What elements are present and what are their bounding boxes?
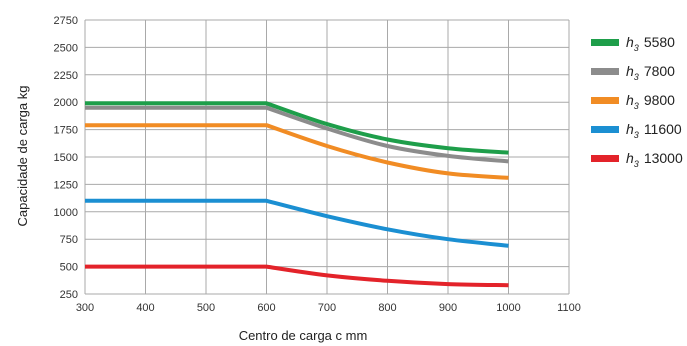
series-line-h3-9800 — [85, 123, 509, 180]
x-tick-label: 1100 — [557, 302, 581, 314]
y-tick-label: 500 — [60, 262, 78, 274]
y-tick-label: 2750 — [54, 15, 78, 27]
legend-swatch — [591, 97, 619, 104]
legend-swatch — [591, 39, 619, 46]
y-tick-label: 1750 — [54, 125, 78, 137]
y-tick-label: 2250 — [54, 70, 78, 82]
legend-swatch — [591, 68, 619, 75]
x-axis-label: Centro de carga c mm — [239, 328, 368, 343]
y-tick-label: 750 — [60, 234, 78, 246]
y-axis-label: Capacidade de carga kg — [15, 86, 30, 227]
x-tick-label: 300 — [76, 302, 94, 314]
series-line-h3-13000 — [85, 264, 509, 288]
x-tick-label: 800 — [378, 302, 396, 314]
x-tick-label: 400 — [136, 302, 154, 314]
x-tick-label: 900 — [439, 302, 457, 314]
y-tick-label: 250 — [60, 289, 78, 301]
series-line-h3-5580 — [85, 101, 509, 155]
y-tick-label: 2500 — [54, 42, 78, 54]
legend-entry: h3 13000 — [626, 150, 683, 169]
grid — [84, 19, 570, 295]
legend-swatch — [591, 126, 619, 133]
y-tick-label: 1250 — [54, 179, 78, 191]
y-tick-label: 2000 — [54, 97, 78, 109]
y-axis-ticks: 250 500 750 1000 1250 1500 1750 2000 2250 2500 275… — [54, 15, 78, 301]
x-tick-label: 1000 — [496, 302, 520, 314]
y-tick-label: 1000 — [54, 207, 78, 219]
legend-entry: h3 9800 — [626, 92, 675, 111]
x-axis-ticks: 300 400 500 600 700 800 900 1000 1100 — [76, 302, 581, 314]
series-line-h3-11600 — [85, 198, 509, 248]
y-tick-label: 1500 — [54, 152, 78, 164]
x-tick-label: 500 — [197, 302, 215, 314]
legend-swatch — [591, 155, 619, 162]
series-line-h3-7800 — [85, 105, 509, 164]
legend: h3 5580 h3 7800 h3 9800 h3 11600 h3 13000 — [591, 34, 683, 169]
x-tick-label: 600 — [257, 302, 275, 314]
series-lines — [85, 101, 509, 288]
legend-entry: h3 7800 — [626, 63, 675, 82]
legend-entry: h3 11600 — [626, 121, 682, 140]
x-tick-label: 700 — [318, 302, 336, 314]
legend-entry: h3 5580 — [626, 34, 675, 53]
